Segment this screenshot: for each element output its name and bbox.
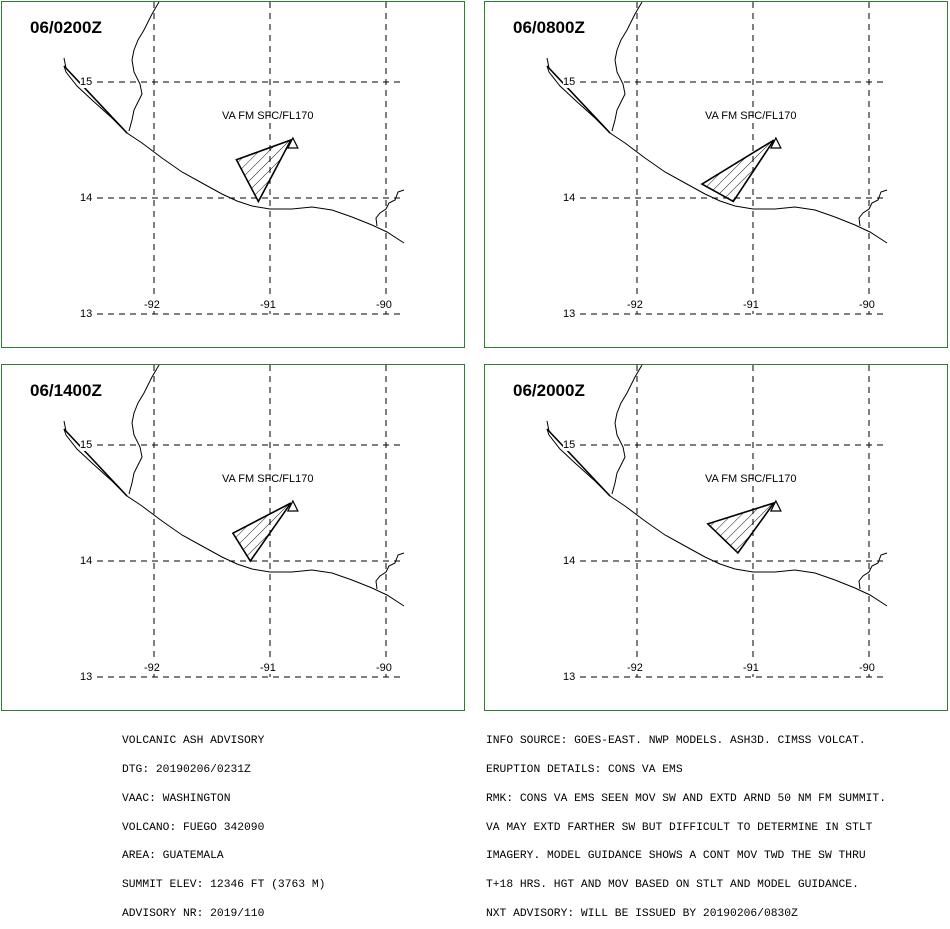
country-border xyxy=(128,2,160,132)
ash-polygon xyxy=(235,138,293,204)
latitude-label: 13 xyxy=(80,671,93,683)
country-border xyxy=(375,189,405,227)
longitude-label: -92 xyxy=(627,299,643,311)
volcano-triangle-icon xyxy=(286,499,299,512)
volcano-triangle-icon xyxy=(769,499,782,512)
panel-valid-time: 06/1400Z xyxy=(30,381,102,400)
country-border xyxy=(611,2,643,132)
advisory-details: INFO SOURCE: GOES-EAST. NWP MODELS. ASH3… xyxy=(486,718,886,929)
coastline xyxy=(63,428,405,607)
ash-polygon xyxy=(231,502,292,563)
forecast-panel-2: 06/0800Z VA FM SFC/FL170 15 14 13 -92 -91 -90 xyxy=(484,1,948,348)
longitude-label: -90 xyxy=(376,662,392,674)
panel-valid-time: 06/0200Z xyxy=(30,18,102,37)
next-advisory: NXT ADVISORY: WILL BE ISSUED BY 20190206… xyxy=(486,907,798,920)
coastline xyxy=(63,65,405,244)
ash-map xyxy=(63,365,405,678)
country-border xyxy=(128,365,160,495)
ash-layer-label: VA FM SFC/FL170 xyxy=(705,473,797,485)
ash-polygon xyxy=(700,139,775,203)
ash-layer-label: VA FM SFC/FL170 xyxy=(222,473,314,485)
country-border xyxy=(375,552,405,590)
advisory-title: VOLCANIC ASH ADVISORY xyxy=(122,735,265,748)
forecast-panel-3: 06/1400Z VA FM SFC/FL170 15 14 13 -92 -91 -90 xyxy=(1,364,465,711)
ash-layer-label: VA FM SFC/FL170 xyxy=(705,110,797,122)
ash-layer-label: VA FM SFC/FL170 xyxy=(222,110,314,122)
ash-map xyxy=(546,2,888,315)
country-border xyxy=(858,552,888,590)
longitude-label: -91 xyxy=(260,662,276,674)
longitude-label: -92 xyxy=(627,662,643,674)
advisory-area: AREA: GUATEMALA xyxy=(122,850,224,863)
latitude-label: 14 xyxy=(80,192,93,204)
latitude-label: 14 xyxy=(563,555,576,567)
advisory-vaac: VAAC: WASHINGTON xyxy=(122,792,231,805)
latitude-label: 15 xyxy=(563,76,576,88)
forecast-panel-4: 06/2000Z VA FM SFC/FL170 15 14 13 -92 -91 -90 xyxy=(484,364,948,711)
ash-map xyxy=(63,2,405,315)
remarks-line-1: RMK: CONS VA EMS SEEN MOV SW AND EXTD AR… xyxy=(486,792,886,805)
advisory-dtg: DTG: 20190206/0231Z xyxy=(122,763,251,776)
volcano-triangle-icon xyxy=(286,136,299,149)
longitude-label: -90 xyxy=(859,299,875,311)
graticule xyxy=(580,2,887,315)
country-border xyxy=(858,189,888,227)
latitude-label: 13 xyxy=(563,308,576,320)
panel-valid-time: 06/2000Z xyxy=(513,381,585,400)
advisory-header: VOLCANIC ASH ADVISORY DTG: 20190206/0231… xyxy=(122,718,325,929)
longitude-label: -90 xyxy=(859,662,875,674)
coastline xyxy=(546,65,888,244)
remarks-line-4: T+18 HRS. HGT AND MOV BASED ON STLT AND … xyxy=(486,879,859,892)
panel-valid-time: 06/0800Z xyxy=(513,18,585,37)
coastline xyxy=(546,428,888,607)
longitude-label: -91 xyxy=(260,299,276,311)
longitude-label: -92 xyxy=(144,662,160,674)
ash-map xyxy=(546,365,888,678)
info-source: INFO SOURCE: GOES-EAST. NWP MODELS. ASH3… xyxy=(486,735,866,748)
eruption-details: ERUPTION DETAILS: CONS VA EMS xyxy=(486,763,683,776)
remarks-line-3: IMAGERY. MODEL GUIDANCE SHOWS A CONT MOV… xyxy=(486,850,866,863)
latitude-label: 15 xyxy=(80,439,93,451)
latitude-label: 14 xyxy=(563,192,576,204)
advisory-summit-elev: SUMMIT ELEV: 12346 FT (3763 M) xyxy=(122,879,326,892)
longitude-label: -91 xyxy=(743,299,759,311)
remarks-line-2: VA MAY EXTD FARTHER SW BUT DIFFICULT TO … xyxy=(486,821,873,834)
longitude-label: -90 xyxy=(376,299,392,311)
latitude-label: 15 xyxy=(563,439,576,451)
latitude-label: 15 xyxy=(80,76,93,88)
longitude-label: -91 xyxy=(743,662,759,674)
latitude-label: 13 xyxy=(80,308,93,320)
advisory-number: ADVISORY NR: 2019/110 xyxy=(122,907,265,920)
ash-polygon xyxy=(706,501,776,555)
longitude-label: -92 xyxy=(144,299,160,311)
volcano-triangle-icon xyxy=(769,136,782,149)
forecast-panel-1: 06/0200Z VA FM SFC/FL170 15 14 13 -92 -91 -90 xyxy=(1,1,465,348)
latitude-label: 13 xyxy=(563,671,576,683)
country-border xyxy=(611,365,643,495)
latitude-label: 14 xyxy=(80,555,93,567)
graticule xyxy=(97,365,404,678)
advisory-volcano: VOLCANO: FUEGO 342090 xyxy=(122,821,265,834)
